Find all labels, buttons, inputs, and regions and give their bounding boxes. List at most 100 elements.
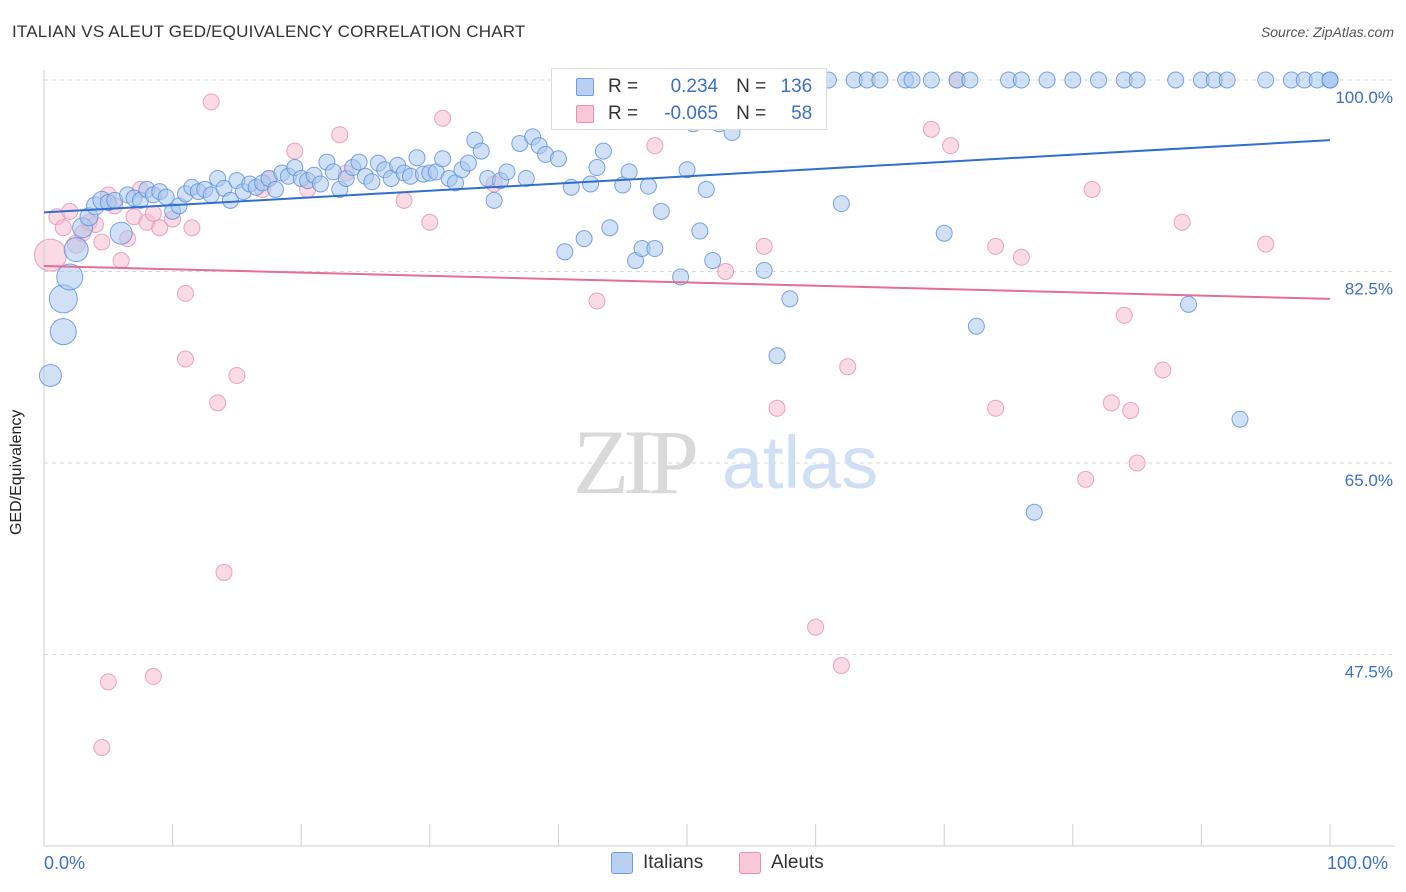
italian-point: [678, 161, 696, 179]
aleut-point: [395, 191, 413, 209]
aleut-point: [183, 219, 201, 237]
aleut-point: [286, 142, 304, 160]
aleut-point: [768, 399, 786, 417]
aleut-point: [922, 120, 940, 138]
watermark-zip: ZIP: [573, 411, 696, 513]
series-legend-aleuts[interactable]: Aleuts: [739, 852, 824, 874]
legend-r-label: R =: [608, 76, 639, 97]
italian-point: [582, 175, 600, 193]
chart-title: ITALIAN VS ALEUT GED/EQUIVALENCY CORRELA…: [12, 22, 526, 41]
aleut-point: [112, 252, 130, 270]
legend-swatch-italians: [576, 78, 594, 96]
italian-point: [549, 150, 567, 168]
italian-point: [56, 263, 84, 291]
italian-point: [1167, 71, 1185, 89]
italian-point: [781, 290, 799, 308]
italian-point: [691, 222, 709, 240]
aleut-point: [331, 126, 349, 144]
aleut-point: [1083, 180, 1101, 198]
aleut-point: [1154, 361, 1172, 379]
aleut-point: [755, 237, 773, 255]
aleut-point: [93, 739, 111, 757]
aleut-point: [832, 656, 850, 674]
legend-n-value: 136: [780, 76, 813, 97]
italian-point: [639, 177, 657, 195]
legend-n-value: 58: [791, 103, 813, 124]
aleut-point: [215, 563, 233, 581]
italian-point: [1321, 71, 1339, 89]
legend-n-label: N =: [736, 103, 767, 124]
aleut-point: [93, 233, 111, 251]
aleut-point: [421, 213, 439, 231]
aleut-point: [987, 399, 1005, 417]
chart-source: Source: ZipAtlas.com: [1260, 24, 1394, 40]
italian-point: [434, 150, 452, 168]
italian-point: [697, 180, 715, 198]
y-tick-label: 65.0%: [1345, 471, 1393, 490]
legend-n-label: N =: [736, 76, 767, 97]
watermark-atlas: atlas: [722, 421, 878, 504]
italian-point: [556, 243, 574, 261]
italian-point: [49, 318, 77, 346]
italian-point: [485, 191, 503, 209]
aleut-point: [99, 673, 117, 691]
aleut-point: [1173, 213, 1191, 231]
italian-point: [652, 202, 670, 220]
aleut-point: [434, 109, 452, 127]
y-tick-label: 82.5%: [1345, 280, 1393, 299]
y-tick-labels: 100.0% 82.5% 65.0% 47.5%: [1335, 88, 1393, 682]
aleut-point: [646, 137, 664, 155]
watermark: ZIP atlas: [573, 411, 878, 513]
x-tick-label-max: 100.0%: [1327, 853, 1389, 873]
italian-point: [109, 221, 133, 245]
aleut-point: [839, 358, 857, 376]
italian-point: [935, 224, 953, 242]
legend-r-label: R =: [608, 103, 639, 124]
italian-point: [38, 363, 62, 387]
italian-point: [1090, 71, 1108, 89]
aleuts-trend-line: [43, 265, 1331, 300]
aleut-point: [209, 394, 227, 412]
aleut-point: [987, 237, 1005, 255]
italian-point: [755, 261, 773, 279]
italian-point: [704, 252, 722, 270]
italian-point: [350, 153, 368, 171]
aleut-point: [942, 137, 960, 155]
legend-row-italians: R = 0.234 N = 136: [576, 75, 812, 99]
aleut-point: [1128, 454, 1146, 472]
italian-point: [472, 142, 490, 160]
aleut-point: [228, 366, 246, 384]
series-legend-italians[interactable]: Italians: [611, 852, 703, 874]
italian-point: [1128, 71, 1146, 89]
aleut-point: [717, 263, 735, 280]
italian-point: [1257, 71, 1275, 89]
italian-point: [903, 71, 921, 89]
y-tick-label: 100.0%: [1335, 88, 1393, 107]
italian-point: [1025, 503, 1043, 521]
aleut-points: [33, 71, 1275, 757]
italian-point: [1180, 295, 1198, 313]
aleut-point: [54, 219, 72, 237]
italian-point: [575, 230, 593, 248]
italian-point: [961, 71, 979, 89]
italian-point: [498, 163, 516, 181]
italian-point: [768, 347, 786, 365]
italian-points: [38, 71, 1339, 521]
italian-point: [1064, 71, 1082, 89]
italian-point: [63, 237, 89, 263]
italian-point: [601, 219, 619, 237]
aleut-point: [588, 292, 606, 310]
aleut-point: [202, 93, 220, 111]
legend-row-aleuts: R = -0.065 N = 58: [576, 102, 812, 126]
italian-point: [588, 159, 606, 177]
series-legend-label: Italians: [643, 852, 704, 873]
aleut-point: [1115, 306, 1133, 324]
x-tick-label-min: 0.0%: [44, 853, 86, 873]
aleut-point: [1102, 394, 1120, 412]
italian-point: [517, 169, 535, 187]
series-swatch-italians: [611, 852, 633, 874]
series-legend-label: Aleuts: [771, 852, 824, 873]
aleut-point: [144, 667, 162, 685]
aleut-point: [176, 284, 194, 302]
